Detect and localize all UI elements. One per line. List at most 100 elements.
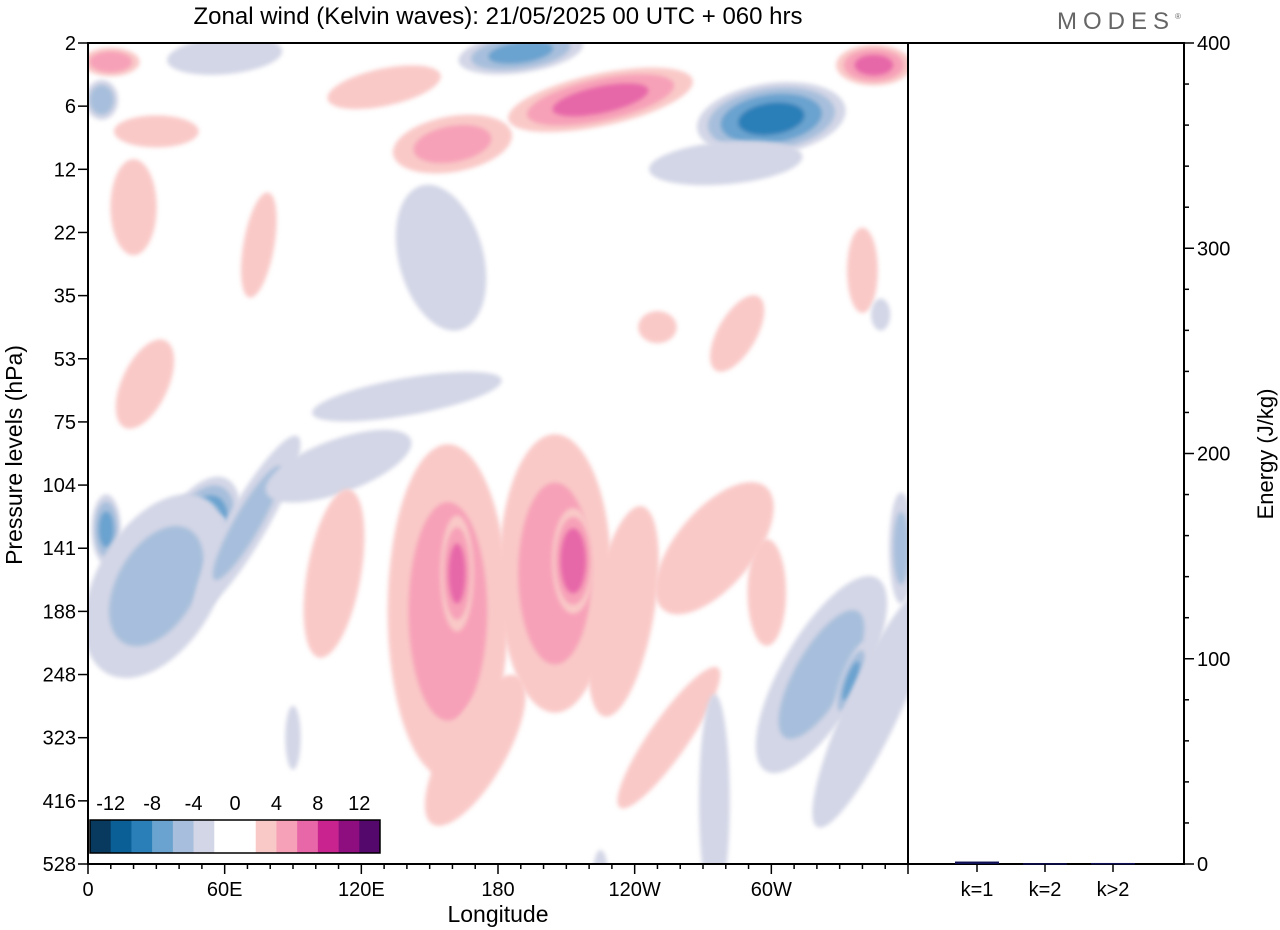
colorbar-label: 8 (312, 793, 323, 815)
colorbar-swatch (359, 820, 381, 853)
y-tick-label: 12 (54, 159, 76, 181)
colorbar-swatch (276, 820, 298, 853)
contour-blob (167, 43, 283, 75)
x-tick-label: 60W (751, 879, 792, 901)
contour-blob (698, 694, 730, 864)
contour-blob (303, 489, 365, 658)
colorbar-label: -12 (96, 793, 125, 815)
contour-level (395, 184, 487, 331)
contour-level (413, 124, 492, 164)
energy-tick-label: 100 (1197, 649, 1230, 671)
energy-bar (1091, 862, 1135, 865)
y-tick-label: 323 (43, 728, 76, 750)
contour-blob (834, 642, 869, 720)
contour-level (488, 43, 554, 64)
contour-blob (551, 507, 595, 614)
contour-level (893, 511, 908, 585)
x-axis-label: Longitude (447, 901, 548, 927)
contour-level (115, 339, 175, 429)
contour-level (212, 465, 283, 581)
y-tick-label: 53 (54, 349, 76, 371)
energy-tick-label: 200 (1197, 444, 1230, 466)
brand-logo: MODES® (1057, 8, 1181, 36)
contour-level (552, 83, 649, 117)
contour-level (638, 311, 677, 344)
x-tick-label: 120E (338, 879, 385, 901)
contour-blob (847, 227, 878, 314)
contour-level (167, 43, 283, 75)
category-label: k=2 (1029, 879, 1062, 901)
contour-level (842, 660, 860, 701)
contour-blob (638, 311, 677, 344)
colorbar-swatch (110, 820, 132, 853)
contour-level (424, 674, 526, 826)
contour-blob (747, 539, 787, 646)
energy-tick-label: 400 (1197, 33, 1230, 55)
colorbar-swatch (214, 820, 236, 853)
contour-level (847, 227, 878, 314)
brand-mark: ® (1175, 12, 1181, 21)
contour-blob (587, 506, 659, 717)
colorbar-swatch (172, 820, 194, 853)
colorbar-frame (89, 819, 381, 854)
x-tick-label: 180 (481, 879, 514, 901)
contour-level (854, 54, 894, 76)
contour-level (812, 584, 908, 828)
contour-blob (395, 184, 487, 331)
contour-level (98, 511, 114, 548)
contour-level (560, 528, 587, 594)
colorbar-label: 4 (271, 793, 282, 815)
y-tick-label: 22 (54, 222, 76, 244)
contour-blob (113, 115, 199, 148)
contour-level (89, 84, 114, 115)
contour-blob (440, 515, 474, 632)
energy-tick-label: 0 (1197, 854, 1208, 876)
y-tick-label: 6 (65, 96, 76, 118)
contour-level (698, 694, 730, 864)
colorbar-legend: -12 -8 -4 0 4 8 12 (89, 793, 381, 854)
y-tick-label: 75 (54, 412, 76, 434)
contour-blob (327, 65, 441, 110)
contour-blob (710, 295, 765, 372)
colorbar-swatch (297, 820, 319, 853)
contour-level (312, 371, 502, 422)
contour-level (738, 102, 805, 136)
contour-level (587, 506, 659, 717)
colorbar-swatch (193, 820, 215, 853)
x-axis-ticks: 0 60E 120E 180 120W 60W (82, 864, 909, 901)
contour-level (265, 429, 412, 503)
colorbar-label: 0 (229, 793, 240, 815)
contour-level (655, 482, 774, 615)
contour-level (710, 295, 765, 372)
y-tick-label: 141 (43, 538, 76, 560)
energy-bar (955, 861, 999, 864)
y-tick-label: 416 (43, 791, 76, 813)
contour-blob (508, 67, 693, 133)
x-tick-label: 60E (207, 879, 243, 901)
brand-text: MODES (1057, 8, 1176, 35)
contour-blob (110, 159, 157, 256)
contour-blob (593, 849, 608, 864)
y-tick-label: 104 (43, 475, 76, 497)
contour-level (778, 610, 865, 740)
contour-level (89, 51, 133, 73)
contour-level (110, 159, 157, 256)
contour-blob (241, 192, 277, 298)
contour-level (649, 140, 803, 186)
colorbar-swatch (152, 820, 174, 853)
contour-blob (697, 82, 846, 156)
colorbar-swatch (317, 820, 339, 853)
energy-axis-label: Energy (J/kg) (1253, 389, 1278, 520)
y-tick-label: 248 (43, 665, 76, 687)
x-tick-label: 0 (82, 879, 93, 901)
x-tick-label: 120W (609, 879, 661, 901)
wind-field-contours (88, 43, 908, 864)
colorbar-swatch (235, 820, 257, 853)
y-tick-label: 528 (43, 854, 76, 876)
contour-level (871, 298, 891, 331)
contour-level (448, 543, 466, 604)
category-label: k>2 (1097, 879, 1130, 901)
contour-blob (265, 429, 412, 503)
colorbar-label: 12 (348, 793, 370, 815)
